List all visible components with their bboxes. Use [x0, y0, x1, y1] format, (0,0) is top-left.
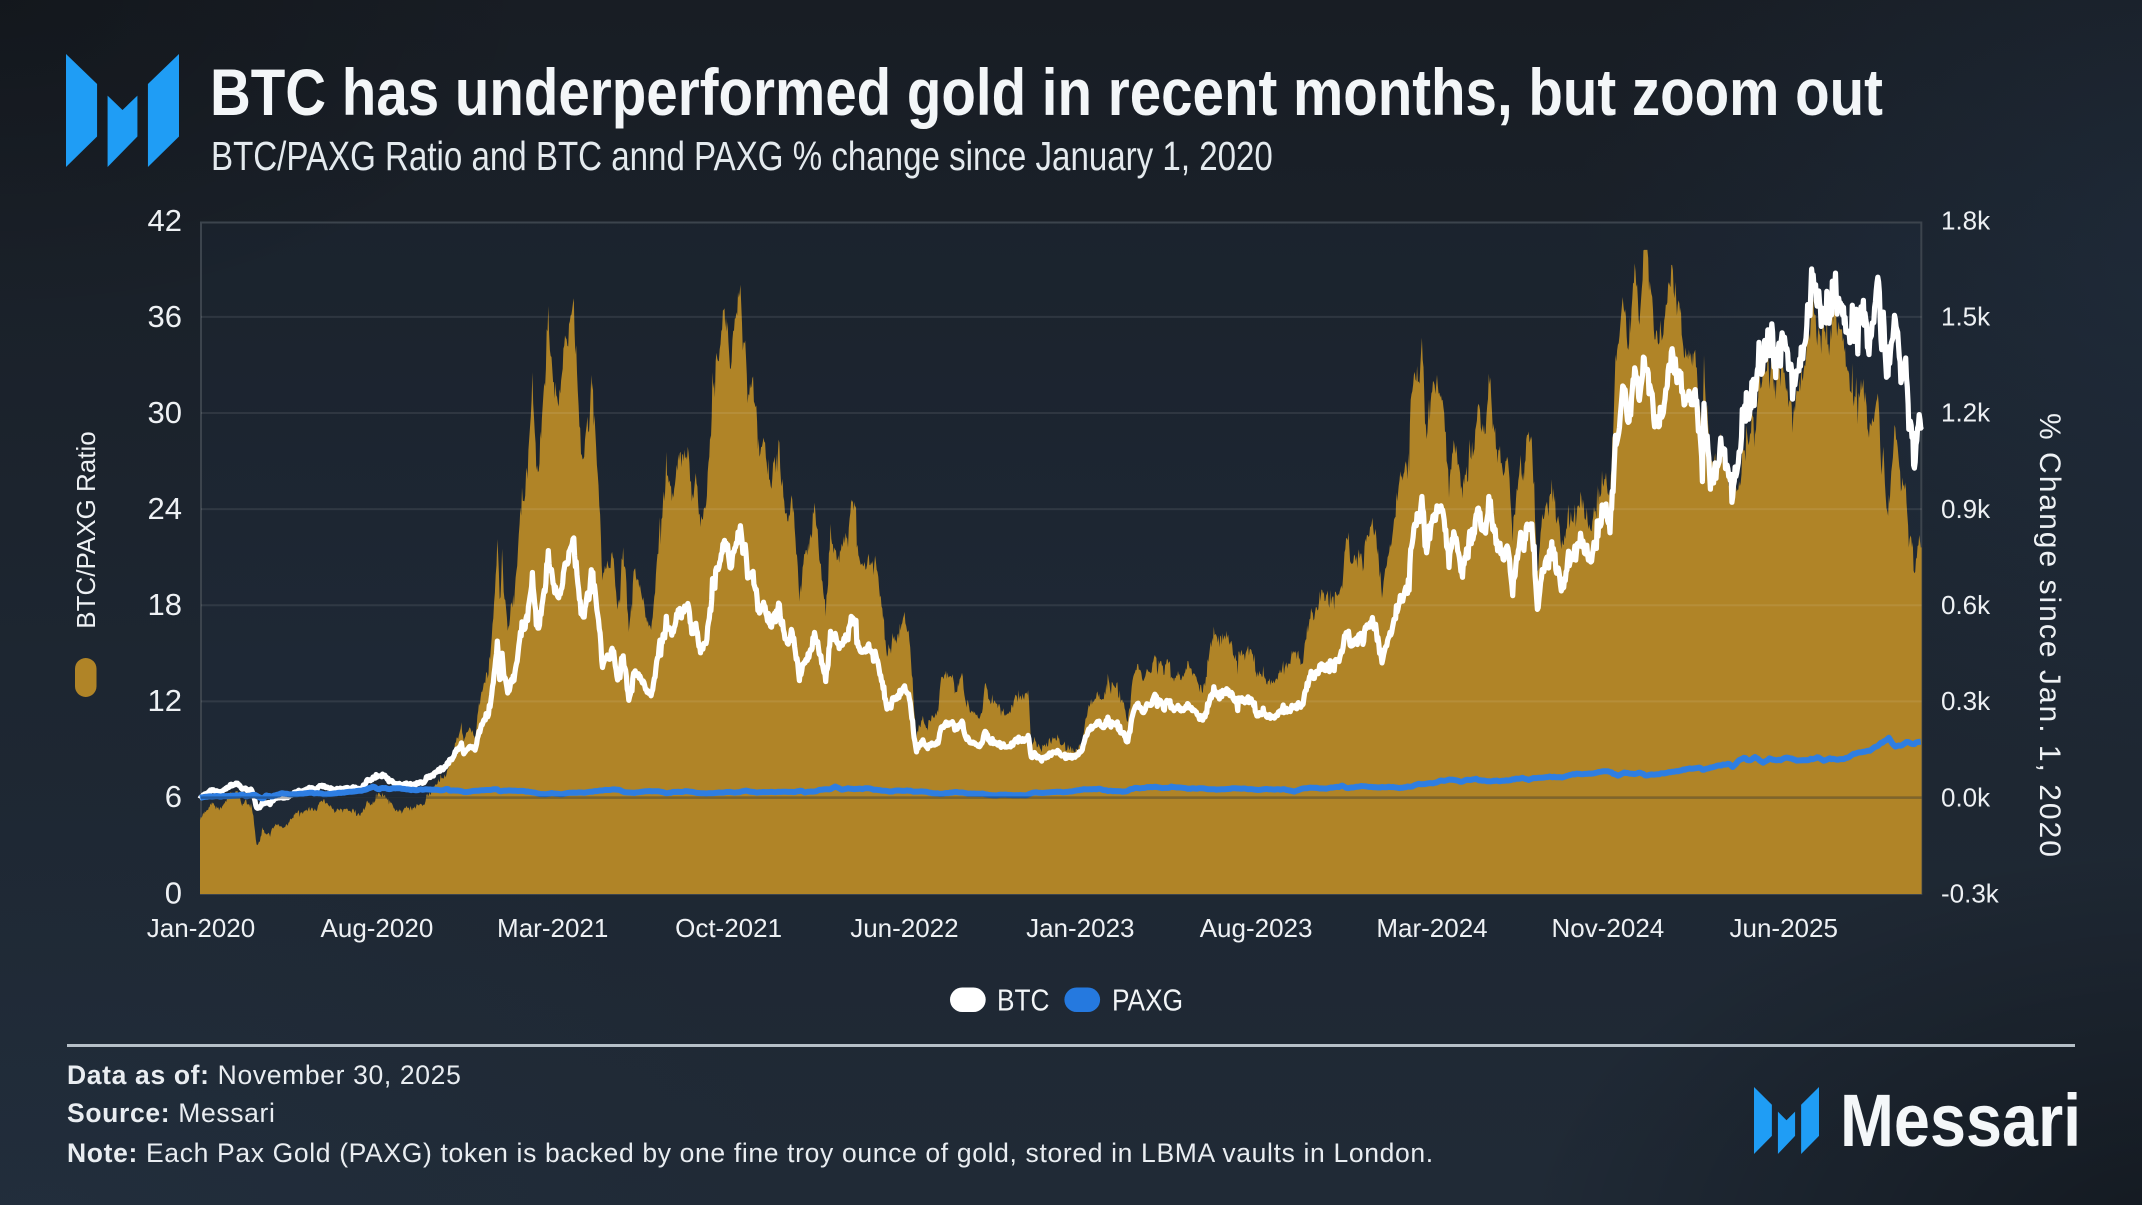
svg-text:1.5k: 1.5k [1941, 302, 1991, 332]
svg-text:1.8k: 1.8k [1941, 206, 1991, 236]
svg-text:0.6k: 0.6k [1941, 590, 1991, 620]
svg-text:0.3k: 0.3k [1941, 686, 1991, 716]
svg-text:BTC/PAXG Ratio: BTC/PAXG Ratio [71, 431, 101, 628]
svg-text:Nov-2024: Nov-2024 [1552, 913, 1665, 943]
svg-text:Jun-2022: Jun-2022 [850, 913, 958, 943]
svg-text:Jan-2023: Jan-2023 [1026, 913, 1134, 943]
svg-text:0: 0 [165, 876, 182, 911]
svg-text:42: 42 [148, 203, 182, 238]
svg-text:36: 36 [148, 299, 182, 334]
svg-text:Aug-2020: Aug-2020 [321, 913, 434, 943]
svg-text:12: 12 [148, 683, 182, 718]
svg-text:24: 24 [148, 491, 182, 526]
svg-text:30: 30 [148, 395, 182, 430]
svg-text:PAXG: PAXG [1112, 983, 1183, 1018]
svg-text:-0.3k: -0.3k [1941, 879, 2000, 909]
svg-text:18: 18 [148, 587, 182, 622]
svg-text:0.9k: 0.9k [1941, 494, 1991, 524]
svg-text:Mar-2024: Mar-2024 [1376, 913, 1487, 943]
svg-text:% Change since Jan. 1, 2020: % Change since Jan. 1, 2020 [2033, 413, 2066, 859]
svg-text:Jun-2025: Jun-2025 [1729, 913, 1837, 943]
svg-text:1.2k: 1.2k [1941, 398, 1991, 428]
svg-text:0.0k: 0.0k [1941, 782, 1991, 812]
svg-text:Mar-2021: Mar-2021 [497, 913, 608, 943]
svg-text:BTC: BTC [997, 983, 1050, 1018]
svg-text:6: 6 [165, 779, 182, 814]
svg-text:Oct-2021: Oct-2021 [675, 913, 782, 943]
svg-text:Aug-2023: Aug-2023 [1200, 913, 1313, 943]
svg-text:Jan-2020: Jan-2020 [147, 913, 255, 943]
